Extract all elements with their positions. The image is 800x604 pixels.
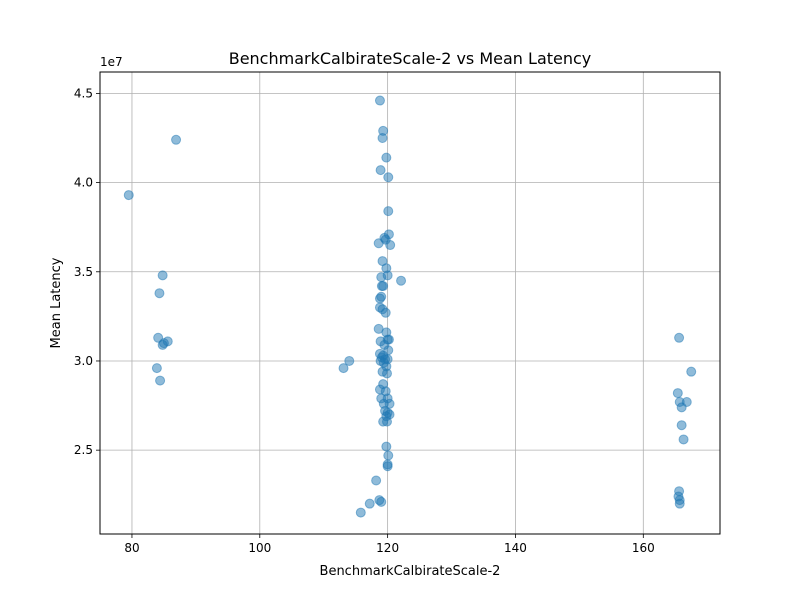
data-point [344,355,355,366]
x-tick-label: 80 [124,541,139,555]
data-point [154,288,165,299]
x-tick-label: 160 [632,541,655,555]
data-point [674,332,685,343]
data-point [377,133,388,143]
data-point [158,338,169,349]
data-point [371,475,382,486]
data-point [383,450,394,461]
data-point [376,496,387,507]
data-point [171,134,182,145]
plot-frame [99,71,721,535]
data-point [375,165,386,176]
data-point [380,307,391,318]
data-point [155,375,166,386]
x-tick-label: 120 [376,541,399,555]
data-point [676,402,687,413]
data-point [674,498,685,509]
y-axis-label: Mean Latency [49,257,64,348]
data-point [376,291,387,302]
data-point [151,363,162,374]
y-tick-label: 3.5 [74,265,93,279]
data-point [355,507,366,518]
chart-title: BenchmarkCalbirateScale-2 vs Mean Latenc… [229,49,592,68]
axis-ticks: 80 100 120 140 160 2.5 3.0 3.5 4.0 4.5 [74,86,655,555]
data-point [381,368,392,379]
y-tick-label: 4.5 [74,86,93,100]
y-tick-label: 2.5 [74,443,93,457]
data-point [376,281,387,292]
y-tick-label: 4.0 [74,176,93,190]
data-point [676,420,687,431]
x-axis-label: BenchmarkCalbirateScale-2 [320,564,501,579]
x-tick-label: 100 [248,541,271,555]
data-point [383,172,394,183]
y-axis-offset-label: 1e7 [100,55,123,69]
data-point [381,441,392,452]
data-point [338,363,349,374]
data-point [385,240,396,251]
data-point [686,366,697,377]
data-point [381,416,392,427]
data-point [381,152,392,163]
data-point [364,498,375,509]
data-point [678,434,689,445]
data-points [123,95,697,518]
data-point [374,95,385,106]
data-point [383,206,394,217]
data-point [382,270,393,281]
x-tick-label: 140 [504,541,527,555]
data-point [672,388,683,399]
data-point [157,270,168,281]
grid-lines [100,72,720,534]
data-point [123,190,134,201]
y-tick-label: 3.0 [74,354,93,368]
data-point [396,275,407,286]
data-point [382,461,393,472]
